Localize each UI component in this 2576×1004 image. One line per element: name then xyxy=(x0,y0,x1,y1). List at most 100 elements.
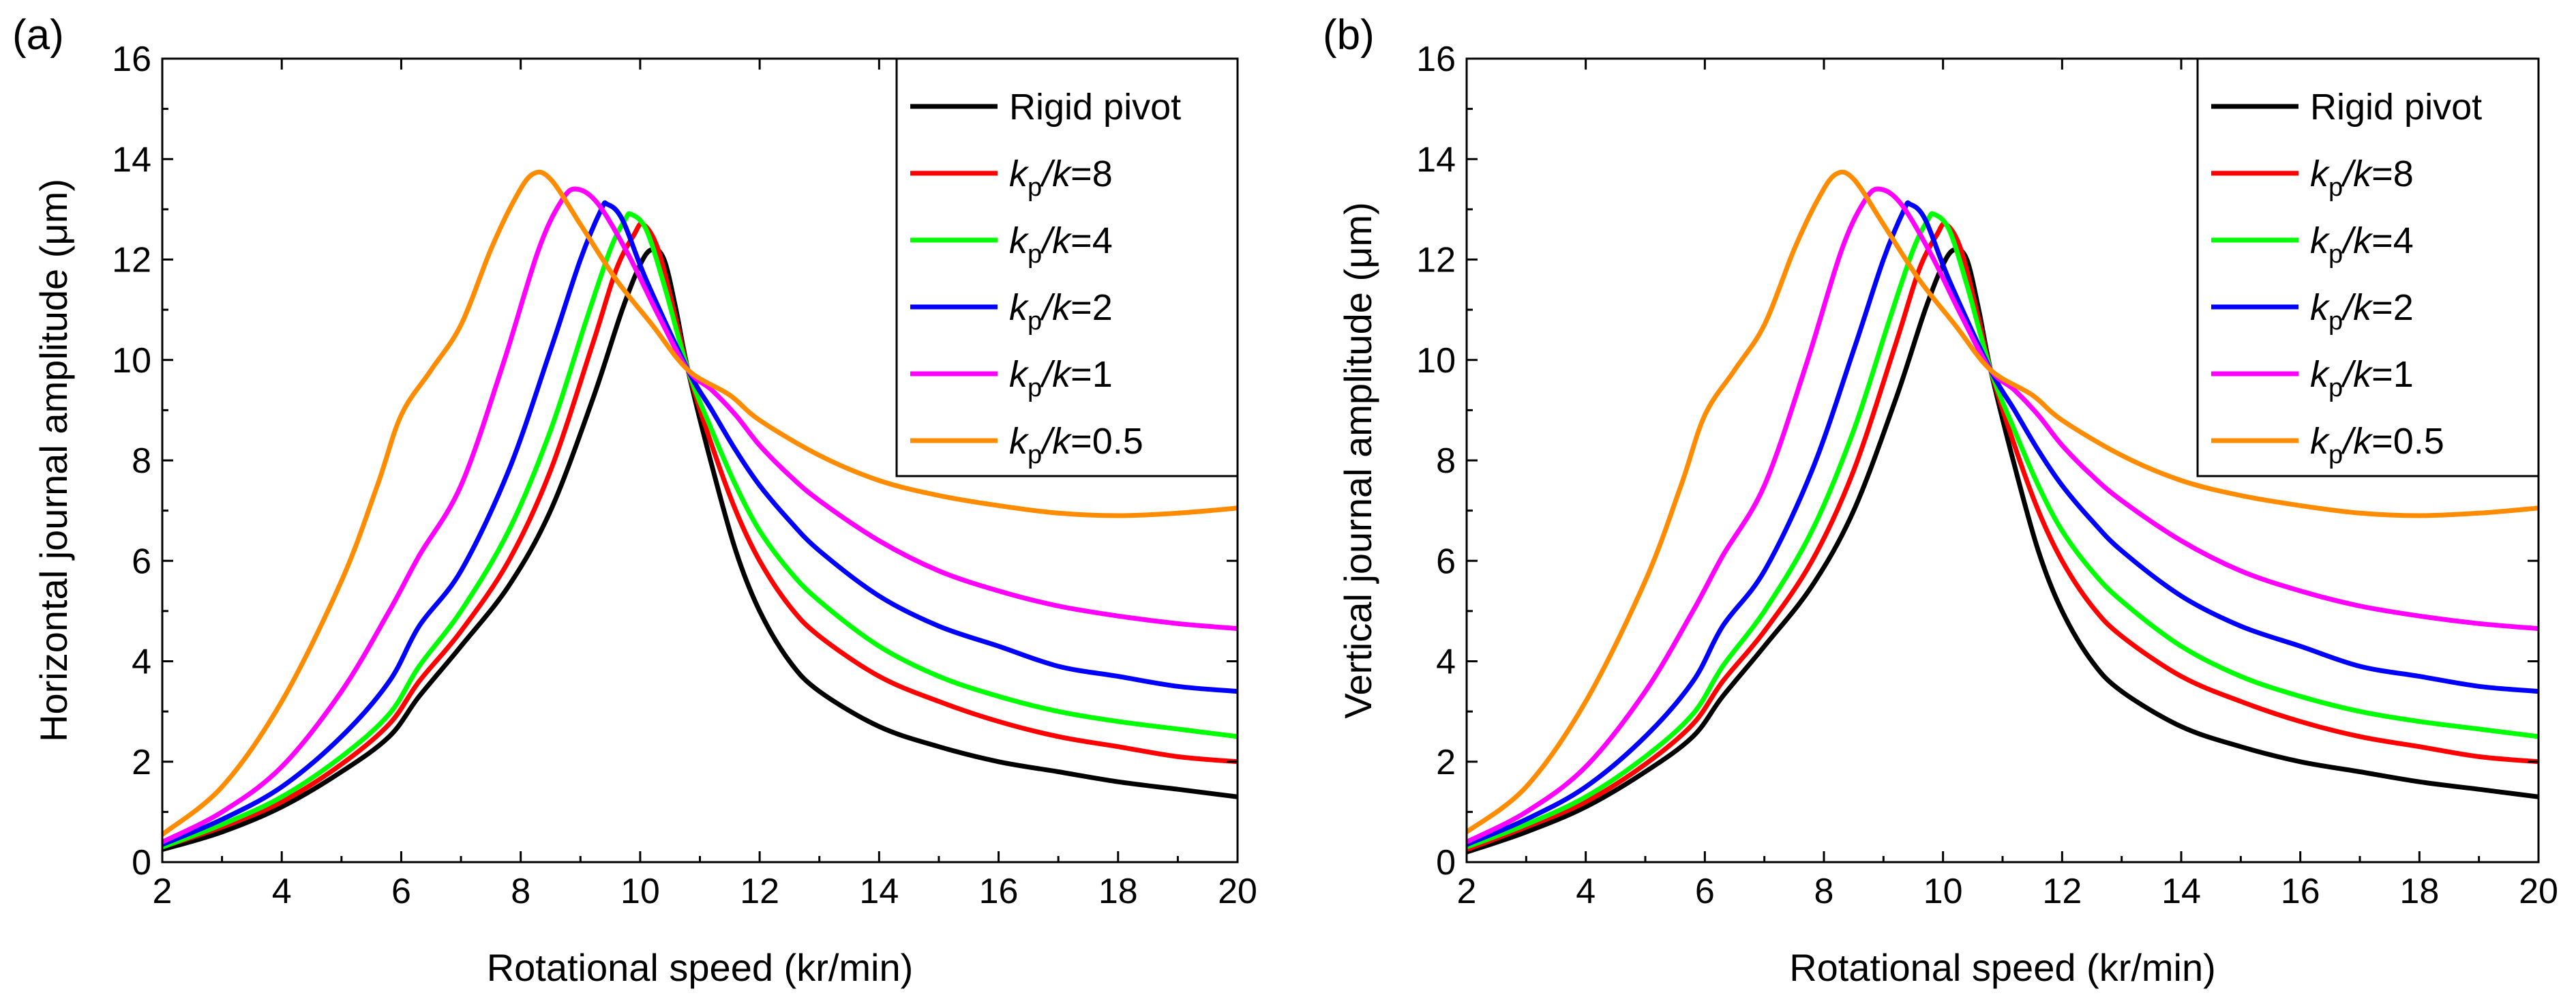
y-tick-label: 6 xyxy=(1436,542,1456,581)
series-line-4 xyxy=(1467,186,2538,844)
legend-k: k xyxy=(1009,287,1030,328)
x-tick-label: 20 xyxy=(2519,872,2558,911)
legend-k: k xyxy=(2310,153,2331,194)
x-tick-label: 4 xyxy=(1576,872,1596,911)
legend-k-denominator: /k xyxy=(2340,153,2373,194)
x-tick-label: 16 xyxy=(2281,872,2320,911)
legend-k-denominator: /k xyxy=(2340,421,2373,462)
y-tick-label: 8 xyxy=(132,441,151,481)
legend-subscript: p xyxy=(2328,240,2343,269)
y-tick-label: 6 xyxy=(132,542,151,581)
x-tick-label: 18 xyxy=(1098,872,1138,911)
x-tick-label: 2 xyxy=(1457,872,1477,911)
x-tick-label: 12 xyxy=(2042,872,2082,911)
legend-label: kp/k=1 xyxy=(2310,354,2414,402)
y-tick-label: 16 xyxy=(112,40,151,79)
x-tick-label: 16 xyxy=(979,872,1019,911)
series-line-2 xyxy=(1467,211,2538,850)
legend-subscript: p xyxy=(1028,374,1042,402)
chart-panel-a: (a)2 4 6 8 10 12 14 16 18 200246810121416Rotation… xyxy=(12,12,1257,989)
legend-k-denominator: /k xyxy=(1039,220,1073,261)
legend-label: kp/k=2 xyxy=(1009,287,1113,336)
legend-k-denominator: /k xyxy=(1039,287,1073,328)
series-line-2 xyxy=(162,211,1238,850)
legend-value: =1 xyxy=(2371,354,2414,395)
legend-label: kp/k=2 xyxy=(2310,287,2414,336)
series-line-3 xyxy=(1467,200,2538,847)
legend-k: k xyxy=(2310,287,2331,328)
x-tick-label: 14 xyxy=(859,872,899,911)
x-tick-label: 20 xyxy=(1218,872,1257,911)
series-line-0 xyxy=(1467,246,2538,855)
legend-subscript: p xyxy=(2328,374,2343,402)
legend-label: kp/k=4 xyxy=(1009,220,1113,269)
legend-value: =2 xyxy=(1070,287,1113,328)
legend-k: k xyxy=(1009,421,1030,462)
legend: Rigid pivotkp/k=8kp/k=4kp/k=2kp/k=1kp/k=… xyxy=(2196,57,2540,477)
x-axis-title: Rotational speed (kr/min) xyxy=(1789,946,2216,989)
y-tick-label: 4 xyxy=(1436,643,1456,682)
legend-k: k xyxy=(2310,421,2331,462)
legend-value: =2 xyxy=(2371,287,2414,328)
legend-box xyxy=(2196,57,2540,477)
x-tick-label: 14 xyxy=(2161,872,2201,911)
x-tick-label: 6 xyxy=(391,872,411,911)
legend-k-denominator: /k xyxy=(2340,354,2373,395)
legend-k: k xyxy=(1009,354,1030,395)
x-tick-label: 18 xyxy=(2399,872,2439,911)
y-axis-title: Vertical journal amplitude (μm) xyxy=(1336,202,1379,718)
legend-k-denominator: /k xyxy=(1039,153,1073,194)
y-tick-label: 12 xyxy=(1416,241,1456,280)
legend-label: kp/k=4 xyxy=(2310,220,2414,269)
x-tick-label: 8 xyxy=(1814,872,1834,911)
legend-subscript: p xyxy=(1028,441,1042,469)
y-tick-label: 2 xyxy=(1436,743,1456,782)
legend-subscript: p xyxy=(2328,307,2343,336)
y-axis-title: Horizontal journal amplitude (μm) xyxy=(32,179,75,742)
y-tick-label: 10 xyxy=(112,341,151,381)
legend-value: =8 xyxy=(1070,153,1113,194)
y-tick-label: 14 xyxy=(112,140,151,179)
y-tick-label: 4 xyxy=(132,643,151,682)
legend-box xyxy=(895,57,1239,477)
series-line-5 xyxy=(162,169,1238,837)
series-lines xyxy=(1467,169,2538,855)
y-tick-label: 0 xyxy=(132,843,151,883)
y-tick-label: 8 xyxy=(1436,441,1456,481)
x-tick-label: 2 xyxy=(153,872,173,911)
panel-letter: (b) xyxy=(1323,12,1375,59)
y-tick-label: 16 xyxy=(1416,40,1456,79)
legend-subscript: p xyxy=(1028,307,1042,336)
x-tick-label: 4 xyxy=(272,872,292,911)
legend-k: k xyxy=(2310,220,2331,261)
legend-value: =1 xyxy=(1070,354,1113,395)
series-lines xyxy=(162,169,1238,853)
legend-subscript: p xyxy=(2328,173,2343,202)
y-tick-label: 14 xyxy=(1416,140,1456,179)
legend-k: k xyxy=(2310,354,2331,395)
legend-label: kp/k=0.5 xyxy=(1009,421,1143,469)
x-tick-label: 10 xyxy=(620,872,660,911)
series-line-1 xyxy=(162,221,1238,850)
panel-letter: (a) xyxy=(12,12,64,59)
y-tick-label: 10 xyxy=(1416,341,1456,381)
x-tick-label: 8 xyxy=(511,872,530,911)
legend-label: Rigid pivot xyxy=(2310,87,2482,128)
legend-subscript: p xyxy=(1028,173,1042,202)
legend-label: kp/k=0.5 xyxy=(2310,421,2444,469)
legend-k-denominator: /k xyxy=(2340,220,2373,261)
legend-label: kp/k=8 xyxy=(1009,153,1113,202)
x-axis-title: Rotational speed (kr/min) xyxy=(487,946,914,989)
x-tick-label: 10 xyxy=(1923,872,1963,911)
series-line-4 xyxy=(162,186,1238,844)
legend-subscript: p xyxy=(2328,441,2343,469)
x-tick-label: 6 xyxy=(1695,872,1715,911)
legend-k-denominator: /k xyxy=(1039,421,1073,462)
legend-label: kp/k=8 xyxy=(2310,153,2414,202)
legend-value: =4 xyxy=(2371,220,2414,261)
y-tick-label: 0 xyxy=(1436,843,1456,883)
legend-value: =0.5 xyxy=(2371,421,2444,462)
series-line-3 xyxy=(162,200,1238,847)
legend-k-denominator: /k xyxy=(1039,354,1073,395)
